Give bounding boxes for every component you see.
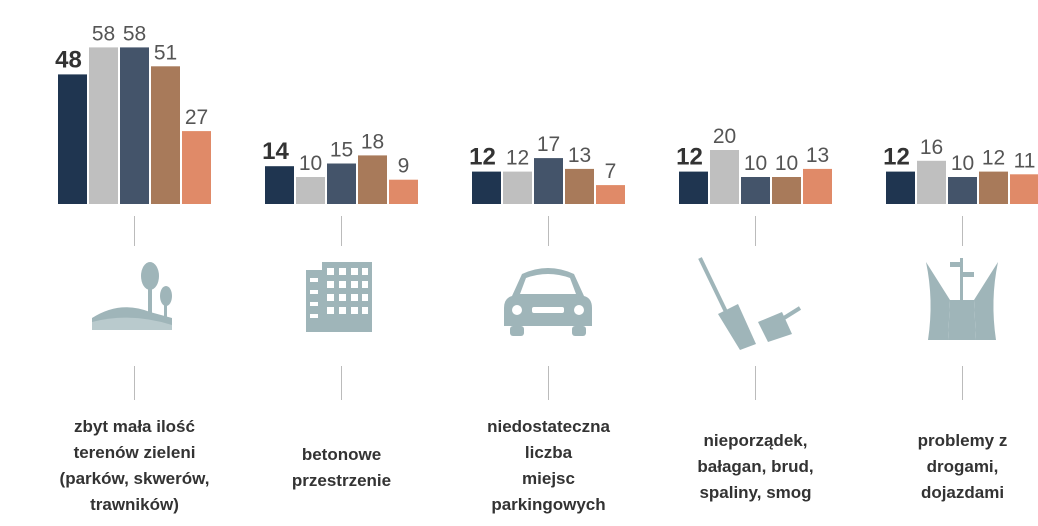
value-label: 48 <box>55 46 82 73</box>
category-label: nieporządek, bałagan, brud, spaliny, smo… <box>697 431 814 502</box>
value-label: 12 <box>982 147 1005 170</box>
value-label: 12 <box>676 144 703 171</box>
bar <box>358 155 387 204</box>
road-icon <box>926 258 998 340</box>
building-icon <box>306 262 372 332</box>
bar <box>979 171 1008 204</box>
bar <box>772 177 801 204</box>
bar <box>710 150 739 204</box>
bar <box>1010 174 1038 204</box>
bar <box>534 158 563 204</box>
value-label: 10 <box>775 152 798 175</box>
value-label: 27 <box>185 106 208 129</box>
value-label: 13 <box>568 144 591 167</box>
value-label: 10 <box>744 152 767 175</box>
value-label: 15 <box>330 139 353 162</box>
value-label: 18 <box>361 130 384 153</box>
value-label: 14 <box>262 138 289 165</box>
category-label: betonowe przestrzenie <box>291 445 392 490</box>
bar <box>89 47 118 205</box>
bar <box>151 66 180 204</box>
car-icon <box>504 268 592 336</box>
value-label: 20 <box>713 125 736 148</box>
bar <box>296 177 325 204</box>
bar <box>948 177 977 204</box>
bar <box>596 185 625 204</box>
bar <box>679 171 708 204</box>
bar <box>389 179 418 204</box>
category-label: niedostateczna liczba miejsc parkingowyc… <box>487 417 610 514</box>
value-label: 10 <box>951 152 974 175</box>
bar <box>917 160 946 204</box>
value-label: 51 <box>154 41 177 64</box>
bar <box>327 163 356 204</box>
value-label: 13 <box>806 144 829 167</box>
park-icon <box>92 262 172 330</box>
bar <box>58 74 87 205</box>
bar <box>565 168 594 204</box>
value-label: 12 <box>506 147 529 170</box>
bar <box>741 177 770 204</box>
bar <box>886 171 915 204</box>
icons <box>92 257 998 350</box>
value-label: 7 <box>605 160 617 183</box>
value-label: 9 <box>398 155 410 178</box>
value-label: 12 <box>883 144 910 171</box>
value-label: 11 <box>1014 149 1036 172</box>
bar <box>265 166 294 204</box>
value-label: 12 <box>469 144 496 171</box>
value-label: 58 <box>123 22 146 45</box>
bar <box>182 131 211 204</box>
bar <box>120 47 149 205</box>
bar <box>472 171 501 204</box>
value-label: 17 <box>537 133 560 156</box>
value-label: 58 <box>92 22 115 45</box>
bar <box>503 171 532 204</box>
category-label: zbyt mała ilość terenów zieleni (parków,… <box>59 417 210 514</box>
value-label: 16 <box>920 136 943 159</box>
category-label: problemy z drogami, dojazdami <box>917 431 1008 502</box>
value-label: 10 <box>299 152 322 175</box>
broom-icon <box>698 257 802 350</box>
bar <box>803 168 832 204</box>
